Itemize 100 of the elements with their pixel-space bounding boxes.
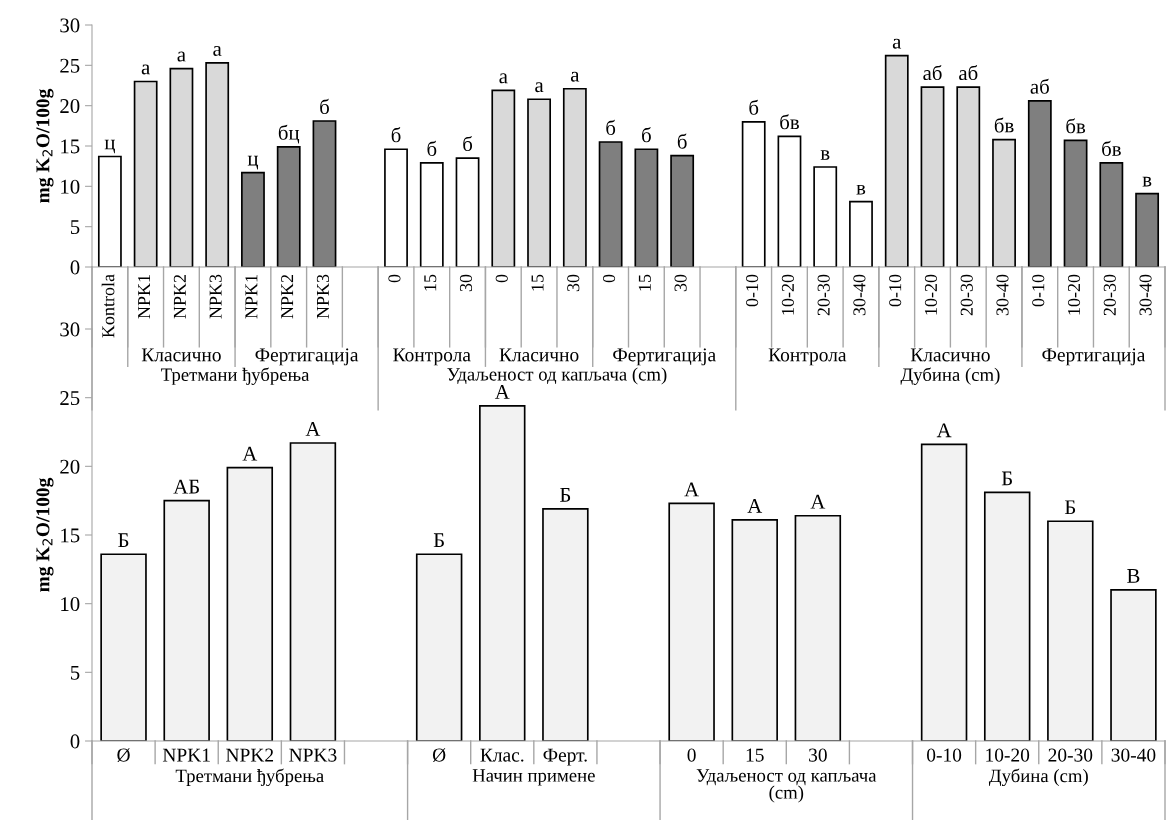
data-label: Б (560, 488, 571, 502)
x-tick-label: 30-40 (996, 274, 1009, 316)
x-tick-label: 0 (602, 274, 616, 283)
x-tick-label: 0-10 (1032, 274, 1045, 307)
data-label: а (570, 71, 580, 82)
data-label: в (820, 150, 830, 160)
annotation: Класично (499, 348, 579, 362)
data-label: а (499, 73, 508, 84)
y-tick-label: 25 (60, 391, 80, 406)
data-label: б (427, 140, 437, 156)
x-tick-label: 10-20 (924, 274, 938, 315)
y-tick-label: 15 (61, 139, 80, 154)
data-label: а (535, 82, 544, 93)
x-tick-label: 15 (638, 274, 651, 291)
y-tick-label: 10 (61, 179, 80, 194)
x-tick-label: Ферт. (543, 748, 587, 766)
data-label: а (177, 51, 186, 62)
text: Начин примене (472, 769, 595, 786)
x-tick-label: NPK1 (162, 748, 210, 762)
data-label: А (305, 422, 321, 436)
x-tick-label: 0-10 (746, 274, 759, 307)
y-tick-label: 25 (60, 58, 80, 73)
x-tick-label: 20-30 (960, 274, 973, 316)
y-tick-label: 15 (61, 528, 80, 543)
y-tick-label: 5 (70, 220, 80, 235)
data-label: А (494, 384, 510, 399)
x-tick-label: NPK2 (281, 274, 294, 319)
data-label: в (856, 184, 866, 195)
x-tick-label: NPK2 (226, 748, 274, 762)
data-label: А (684, 482, 699, 497)
data-label: а (141, 64, 150, 75)
x-tick-label: 30-40 (1139, 274, 1152, 316)
data-label: Б (433, 533, 444, 548)
y-axis-title: mg K$_{2}$O/100g (36, 477, 54, 592)
x-tick-label: 30 (674, 274, 687, 292)
y-tick-label: 30 (60, 322, 80, 337)
x-tick-label: 20-30 (1048, 748, 1093, 762)
x-tick-label: 0 (388, 274, 401, 283)
x-tick-label: NPK3 (209, 274, 222, 319)
x-tick-label: 30 (459, 274, 473, 292)
annotation: Фертигација (613, 348, 716, 366)
annotation: Фертигација (255, 348, 359, 366)
y-tick-label: 5 (70, 665, 80, 680)
data-label: А (810, 494, 826, 509)
x-tick-label: Kontrola (101, 274, 115, 338)
data-label: ц (247, 155, 259, 170)
x-tick-label: 20-30 (1103, 274, 1116, 316)
x-tick-label: NPK1 (138, 275, 150, 319)
data-label: А (242, 446, 258, 461)
annotation: Удаљеност од капљача (cm) (447, 367, 667, 385)
x-tick-label: 0 (495, 274, 508, 283)
data-label: А (936, 423, 952, 438)
annotation: Контрола (393, 348, 471, 366)
x-tick-label: 30 (809, 748, 827, 762)
data-label: бв (780, 114, 799, 130)
x-tick-label: NPK1 (245, 275, 258, 319)
data-label: А (747, 498, 763, 513)
data-label: бв (1102, 140, 1121, 156)
text: Третмани ђубрења (175, 768, 324, 787)
annotation: Класично (141, 348, 221, 362)
x-tick-label: 15 (424, 274, 437, 291)
data-label: Б (1064, 500, 1076, 515)
text: Дубина (cm) (988, 768, 1088, 787)
x-tick-label: 20-30 (817, 274, 830, 316)
annotation: Контрола (768, 348, 847, 366)
data-label: бв (1066, 118, 1086, 134)
x-tick-label: NPK3 (289, 748, 337, 762)
data-label: бц (278, 124, 300, 144)
x-tick-label: 15 (746, 748, 764, 762)
x-tick-label: 30 (567, 274, 580, 292)
data-label: б (391, 127, 401, 143)
data-label: б (642, 127, 651, 143)
data-label: Б (118, 533, 129, 548)
data-label: б (749, 99, 759, 115)
x-tick-label: 0-10 (889, 274, 902, 307)
y-tick-label: 10 (61, 597, 80, 612)
x-tick-label: 10-20 (986, 748, 1030, 762)
data-label: аб (923, 64, 942, 81)
x-tick-label: 30-40 (853, 274, 866, 316)
data-label: б (606, 119, 616, 135)
data-label: б (463, 135, 473, 152)
data-label: а (892, 38, 902, 49)
data-label: В (1127, 569, 1140, 583)
annotation: Третмани ђубрења (161, 367, 310, 385)
x-tick-label: NPK3 (316, 274, 329, 319)
data-label: а (213, 45, 222, 56)
y-tick-label: 20 (60, 459, 80, 474)
x-tick-label: 10-20 (781, 274, 794, 315)
annotation: Дубина (cm) (900, 367, 1000, 385)
y-tick-label: 20 (60, 99, 80, 114)
x-tick-label: 15 (531, 274, 544, 291)
x-tick-label: NPK2 (173, 274, 186, 319)
y-tick-label: 30 (60, 18, 80, 33)
x-tick-label: Ø (432, 748, 446, 762)
x-tick-label: 10-20 (1067, 274, 1081, 315)
data-label: АБ (173, 479, 199, 494)
x-tick-label: 0 (687, 748, 696, 762)
data-label: Б (1001, 471, 1012, 486)
x-tick-label: 0-10 (927, 748, 962, 762)
y-tick-label: 0 (70, 734, 80, 749)
